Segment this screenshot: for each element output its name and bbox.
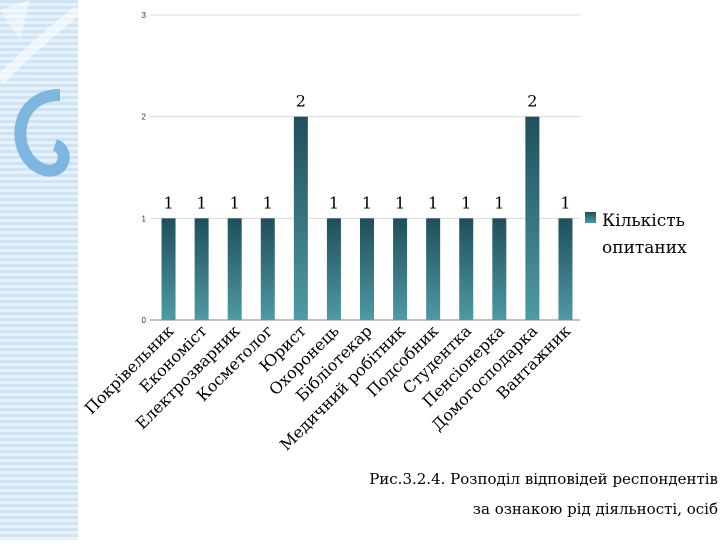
bar <box>426 218 441 320</box>
slide-decoration <box>0 0 82 540</box>
bar <box>161 218 176 320</box>
bar <box>360 218 374 320</box>
bar <box>326 218 341 320</box>
decorative-swirl-icon <box>0 0 82 177</box>
bar <box>492 218 507 320</box>
bar <box>393 218 408 320</box>
data-label: 1 <box>395 193 405 212</box>
data-label: 1 <box>362 193 372 212</box>
y-tick-label: 2 <box>142 113 147 122</box>
bar <box>260 218 275 320</box>
legend-label-line1: Кількість <box>602 211 685 231</box>
data-label: 1 <box>461 193 471 212</box>
y-tick-label: 3 <box>142 11 147 20</box>
figure-caption-line1: Рис.3.2.4. Розподіл відповідей респонден… <box>369 470 718 488</box>
data-label: 1 <box>197 193 207 212</box>
data-label: 2 <box>296 92 306 111</box>
data-label: 1 <box>560 193 570 212</box>
legend-label-line2: опитаних <box>602 238 687 258</box>
data-label: 2 <box>527 92 537 111</box>
data-label: 1 <box>263 193 273 212</box>
bar <box>558 218 573 320</box>
y-tick-label: 0 <box>142 316 147 325</box>
bar <box>194 218 209 320</box>
y-tick-label: 1 <box>142 214 147 223</box>
bar <box>459 218 474 320</box>
data-label: 1 <box>494 193 504 212</box>
figure-caption-line2: за ознакою рід діяльності, осіб <box>472 500 718 518</box>
data-label: 1 <box>163 193 173 212</box>
bar <box>293 116 308 321</box>
bar <box>525 116 540 321</box>
data-label: 1 <box>428 193 438 212</box>
legend-swatch <box>585 212 596 223</box>
bar <box>227 218 242 320</box>
data-label: 1 <box>329 193 339 212</box>
data-label: 1 <box>230 193 240 212</box>
